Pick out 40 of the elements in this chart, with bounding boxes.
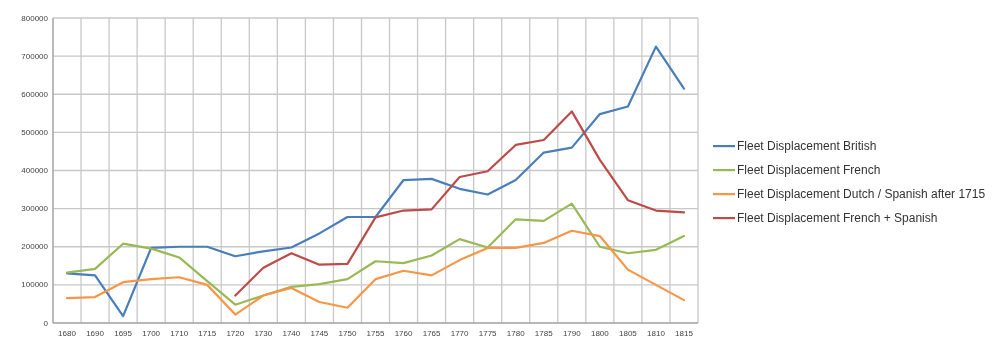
- x-tick-label: 1800: [590, 329, 610, 338]
- y-tick-label: 600000: [21, 89, 49, 99]
- legend-label: Fleet Displacement French + Spanish: [737, 211, 938, 226]
- y-tick-label: 100000: [21, 280, 49, 290]
- y-tick-label: 400000: [21, 166, 49, 176]
- legend-label: Fleet Displacement British: [737, 139, 877, 154]
- x-tick-label: 1710: [170, 329, 189, 338]
- x-tick-label: 1760: [394, 329, 413, 338]
- x-tick-label: 1790: [562, 329, 582, 338]
- x-tick-label: 1785: [534, 329, 554, 338]
- x-tick-label: 1720: [226, 329, 245, 338]
- x-tick-label: 1715: [198, 329, 217, 338]
- x-tick-label: 1810: [647, 329, 666, 338]
- x-tick-label: 1815: [675, 329, 694, 338]
- y-tick-label: 700000: [21, 51, 49, 61]
- x-tick-label: 1775: [478, 329, 498, 338]
- x-tick-label: 1745: [310, 329, 329, 338]
- y-tick-label: 200000: [21, 242, 49, 252]
- x-tick-label: 1805: [618, 329, 638, 338]
- x-tick-label: 1770: [450, 329, 470, 338]
- y-tick-label: 800000: [21, 13, 49, 23]
- legend-label: Fleet Displacement Dutch / Spanish after 1715: [737, 187, 986, 202]
- y-tick-label: 500000: [21, 127, 49, 137]
- x-tick-label: 1690: [86, 329, 105, 338]
- x-tick-label: 1730: [254, 329, 273, 338]
- line-series: [234, 110, 686, 297]
- x-tick-label: 1740: [282, 329, 301, 338]
- line-series: [65, 202, 686, 306]
- x-tick-label: 1780: [506, 329, 526, 338]
- x-tick-label: 1700: [142, 329, 161, 338]
- line-series: [65, 45, 686, 318]
- x-tick-label: 1680: [58, 329, 77, 338]
- y-tick-label: 300000: [21, 204, 49, 214]
- y-tick-label: 0: [43, 318, 49, 328]
- x-tick-label: 1765: [422, 329, 442, 338]
- line-series: [65, 229, 686, 316]
- legend-label: Fleet Displacement French: [737, 163, 881, 178]
- x-tick-label: 1755: [366, 329, 385, 338]
- x-tick-label: 1695: [114, 329, 133, 338]
- x-tick-label: 1750: [338, 329, 357, 338]
